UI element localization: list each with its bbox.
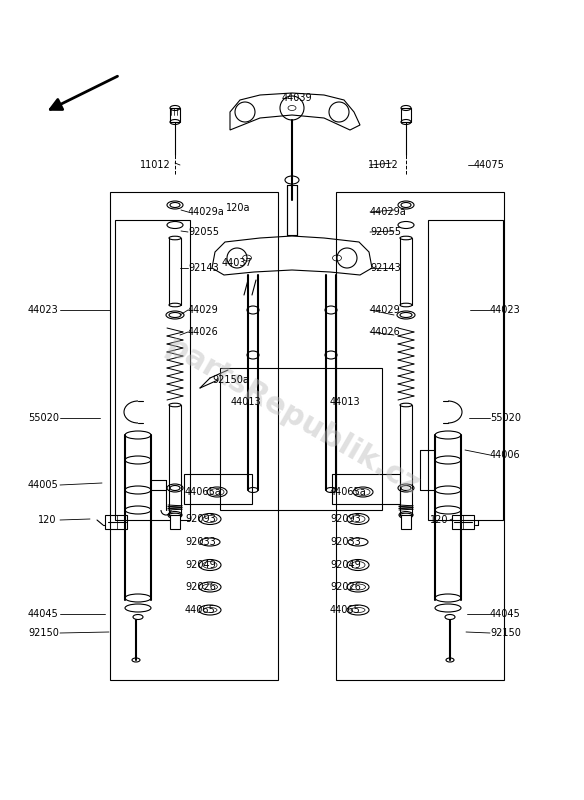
Text: 44023: 44023 bbox=[28, 305, 59, 315]
Text: 92026: 92026 bbox=[330, 582, 361, 592]
Bar bbox=[428, 220, 503, 520]
Text: 44029: 44029 bbox=[370, 305, 401, 315]
Text: 44037: 44037 bbox=[222, 258, 253, 268]
Text: 44045: 44045 bbox=[28, 609, 59, 619]
Text: 92033: 92033 bbox=[330, 537, 361, 547]
Text: 44065: 44065 bbox=[330, 605, 361, 615]
Text: 44029: 44029 bbox=[188, 305, 219, 315]
Text: 120: 120 bbox=[430, 515, 449, 525]
Text: 92049: 92049 bbox=[185, 560, 215, 570]
Text: 44065a: 44065a bbox=[185, 487, 222, 497]
Text: 92093: 92093 bbox=[185, 514, 215, 524]
Text: 11012: 11012 bbox=[368, 160, 399, 170]
Text: 44029a: 44029a bbox=[188, 207, 225, 217]
Bar bbox=[220, 368, 382, 510]
Text: 44029a: 44029a bbox=[370, 207, 406, 217]
Bar bbox=[401, 515, 411, 529]
Text: 92055: 92055 bbox=[188, 227, 219, 237]
Text: 92049: 92049 bbox=[330, 560, 361, 570]
Text: 44023: 44023 bbox=[490, 305, 521, 315]
Bar bbox=[184, 474, 252, 504]
Text: 92026: 92026 bbox=[185, 582, 216, 592]
Text: 44026: 44026 bbox=[370, 327, 401, 337]
Text: 92143: 92143 bbox=[370, 263, 401, 273]
Bar bbox=[115, 220, 190, 520]
Text: 11012: 11012 bbox=[140, 160, 171, 170]
Text: 92033: 92033 bbox=[185, 537, 215, 547]
Bar bbox=[336, 192, 504, 680]
Text: partsRepublik.cz: partsRepublik.cz bbox=[160, 331, 424, 501]
Text: 44026: 44026 bbox=[188, 327, 219, 337]
Bar bbox=[287, 185, 297, 235]
Text: 92055: 92055 bbox=[370, 227, 401, 237]
Text: 44013: 44013 bbox=[231, 397, 262, 407]
Text: 44075: 44075 bbox=[474, 160, 505, 170]
Text: 92093: 92093 bbox=[330, 514, 361, 524]
Text: 44065: 44065 bbox=[185, 605, 215, 615]
Text: 120a: 120a bbox=[226, 203, 251, 213]
Bar bbox=[332, 474, 400, 504]
Text: 44039: 44039 bbox=[282, 93, 312, 103]
Text: 44005: 44005 bbox=[28, 480, 59, 490]
Text: 92143: 92143 bbox=[188, 263, 219, 273]
Text: 44065a: 44065a bbox=[330, 487, 367, 497]
Text: 92150a: 92150a bbox=[212, 375, 249, 385]
Text: 120: 120 bbox=[38, 515, 57, 525]
Text: 44013: 44013 bbox=[330, 397, 361, 407]
Text: 92150: 92150 bbox=[490, 628, 521, 638]
Text: 55020: 55020 bbox=[28, 413, 59, 423]
Text: 55020: 55020 bbox=[490, 413, 521, 423]
Text: 92150: 92150 bbox=[28, 628, 59, 638]
Bar bbox=[110, 192, 278, 680]
Bar bbox=[170, 108, 180, 122]
Bar bbox=[170, 515, 180, 529]
Bar bbox=[401, 108, 411, 122]
Text: 44006: 44006 bbox=[490, 450, 520, 460]
Bar bbox=[105, 515, 127, 529]
Text: 44045: 44045 bbox=[490, 609, 521, 619]
Bar bbox=[452, 515, 474, 529]
